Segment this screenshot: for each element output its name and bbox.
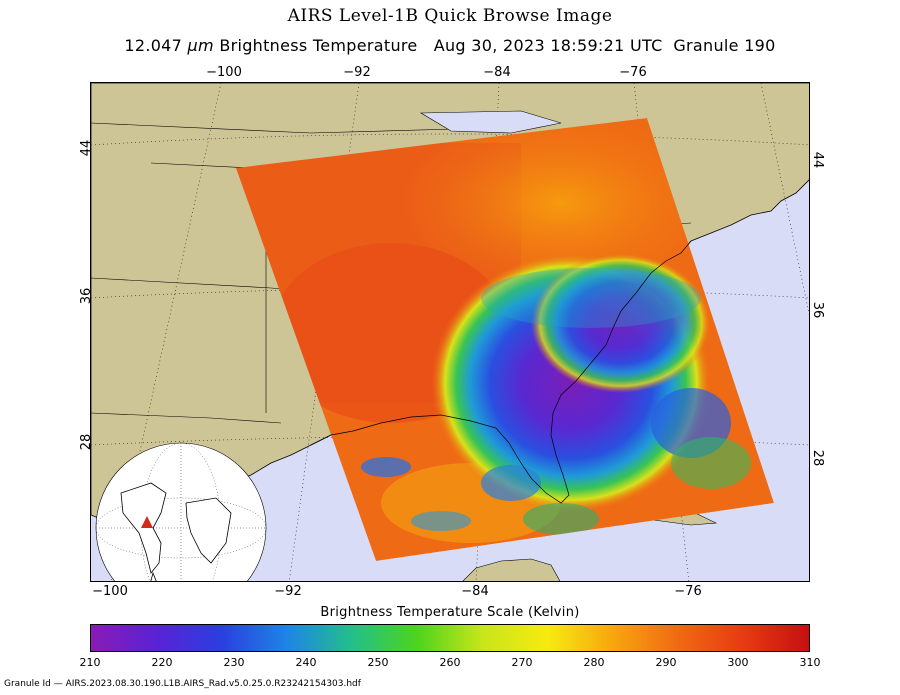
top-tick-lon: −100: [206, 65, 242, 80]
bottom-tick-lon: −76: [674, 584, 702, 599]
right-tick-lat: 28: [810, 449, 825, 467]
bottom-tick-lon: −84: [461, 584, 489, 599]
colorbar-tick-label: 260: [439, 656, 461, 669]
top-tick-lon: −84: [483, 65, 511, 80]
airs-swath: [236, 118, 774, 561]
page-subtitle: 12.047 µm Brightness Temperature Aug 30,…: [0, 36, 900, 55]
measure: Brightness Temperature: [219, 36, 418, 55]
colorbar: [90, 624, 810, 652]
colorbar-tick-label: 220: [151, 656, 173, 669]
colorbar-tick-label: 270: [511, 656, 533, 669]
bottom-tick-lon: −92: [274, 584, 302, 599]
map-canvas: [91, 83, 809, 581]
location-marker-icon: [141, 516, 153, 528]
bottom-tick-lon: −100: [92, 584, 128, 599]
colorbar-tick-label: 290: [655, 656, 677, 669]
land-yucatan: [462, 558, 561, 581]
colorbar-title: Brightness Temperature Scale (Kelvin): [320, 605, 580, 620]
wavelength: 12.047: [124, 36, 183, 55]
right-tick-lat: 36: [810, 301, 825, 319]
colorbar-tick-label: 240: [295, 656, 317, 669]
colorbar-tick-label: 310: [799, 656, 821, 669]
unit: µm: [187, 36, 214, 55]
map-frame: [90, 82, 810, 582]
coastline: [310, 240, 692, 504]
granule-id: Granule Id — AIRS.2023.08.30.190.L1B.AIR…: [4, 679, 361, 689]
granule: Granule 190: [673, 36, 776, 55]
inset-globe: [95, 442, 267, 581]
colorbar-tick-label: 280: [583, 656, 605, 669]
colorbar-tick-label: 300: [727, 656, 749, 669]
colorbar-tick-label: 230: [223, 656, 245, 669]
colorbar-tick-label: 250: [367, 656, 389, 669]
page-title: AIRS Level-1B Quick Browse Image: [287, 6, 613, 26]
right-tick-lat: 44: [810, 151, 825, 169]
datetime: Aug 30, 2023 18:59:21 UTC: [433, 36, 663, 55]
colorbar-tick-label: 210: [79, 656, 101, 669]
top-tick-lon: −92: [343, 65, 371, 80]
top-tick-lon: −76: [619, 65, 647, 80]
